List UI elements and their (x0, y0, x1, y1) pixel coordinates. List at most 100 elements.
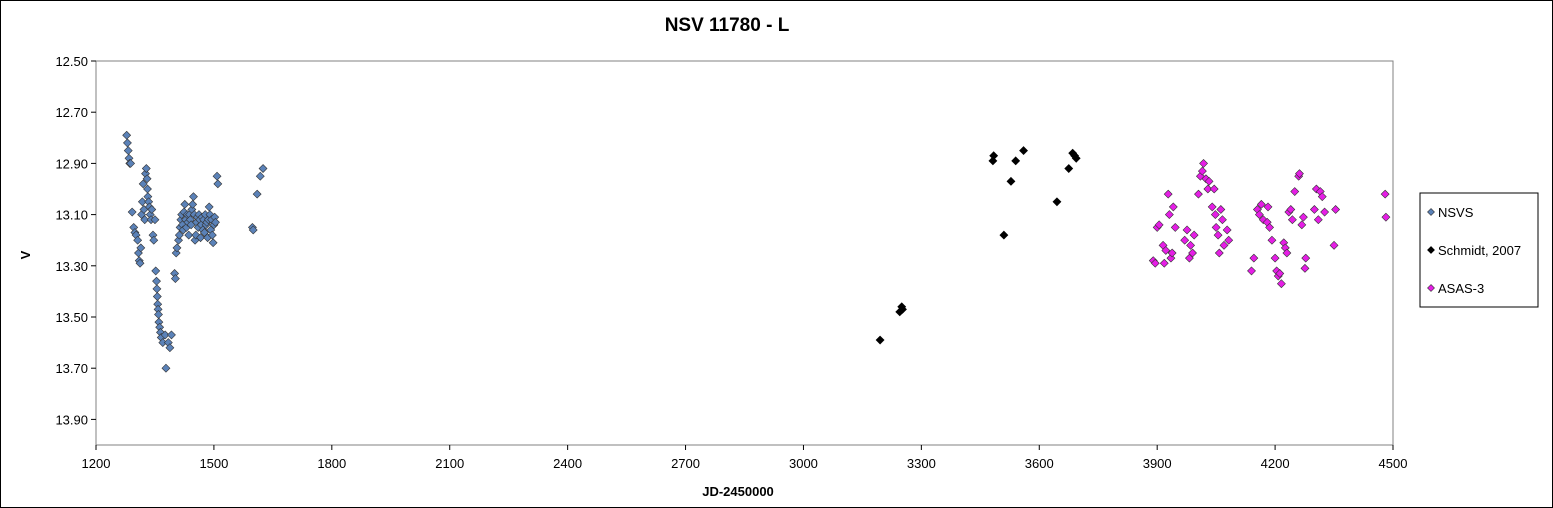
data-point (1214, 248, 1224, 258)
data-point (1150, 258, 1160, 268)
data-point (142, 174, 152, 184)
data-point (126, 158, 136, 168)
plot-area (95, 60, 1394, 446)
data-point (1331, 205, 1341, 214)
data-point (1247, 266, 1256, 276)
x-tick-label: 1500 (199, 456, 228, 471)
legend-entry: Schmidt, 2007 (1438, 243, 1521, 258)
data-point (1381, 212, 1391, 222)
data-point (255, 171, 265, 181)
data-point (1170, 222, 1180, 232)
data-point (1203, 184, 1213, 194)
x-axis-label: JD-2450000 (702, 484, 774, 499)
data-point (1011, 156, 1021, 166)
x-tick-label: 2700 (671, 456, 700, 471)
data-point (1210, 210, 1220, 220)
data-point (1254, 210, 1264, 220)
data-point (1186, 240, 1196, 250)
data-point (188, 199, 198, 209)
data-point (875, 335, 885, 345)
data-point (1154, 220, 1164, 230)
data-point (989, 151, 999, 161)
legend-entry: NSVS (1438, 205, 1474, 220)
data-point (1249, 253, 1259, 263)
y-axis-label: V (18, 250, 33, 259)
data-point (184, 230, 194, 240)
data-point (140, 215, 150, 225)
x-tick-label: 4200 (1261, 456, 1290, 471)
data-point (1213, 230, 1223, 240)
data-point (1275, 269, 1285, 278)
data-point (1263, 202, 1273, 212)
data-point (167, 330, 176, 340)
data-point (1313, 215, 1323, 225)
data-point (1265, 222, 1275, 232)
data-point (147, 205, 157, 214)
x-tick-label: 4500 (1379, 456, 1408, 471)
data-points (122, 130, 1391, 373)
data-point (1276, 279, 1286, 289)
data-point (1180, 235, 1190, 245)
data-point (135, 258, 145, 268)
data-point (141, 164, 151, 173)
data-point (211, 217, 220, 227)
data-point (174, 230, 184, 240)
legend-marker (1427, 246, 1435, 254)
data-point (170, 274, 180, 284)
data-point (1216, 205, 1226, 214)
data-point (1300, 263, 1310, 273)
data-point (213, 179, 223, 189)
data-point (1256, 199, 1266, 209)
data-point (1052, 197, 1062, 207)
x-axis: 1200 1500 1800 2100 2400 2700 3000 3300 3600 3900… (82, 445, 1408, 471)
data-point (1006, 176, 1016, 186)
data-point (1019, 146, 1028, 156)
data-point (1287, 215, 1297, 225)
data-point (1295, 169, 1304, 179)
data-point (252, 189, 262, 199)
series-0 (122, 130, 268, 373)
x-tick-label: 3300 (907, 456, 936, 471)
data-point (1224, 235, 1234, 245)
x-tick-label: 2400 (553, 456, 582, 471)
data-point (1064, 164, 1074, 173)
data-point (1209, 184, 1219, 194)
data-point (1204, 176, 1214, 186)
x-tick-label: 3600 (1025, 456, 1054, 471)
y-tick-label: 13.90 (55, 412, 88, 427)
data-point (1298, 212, 1308, 222)
data-point (1222, 225, 1232, 235)
data-point (1320, 207, 1330, 217)
series-2 (1148, 158, 1391, 289)
data-point (161, 363, 171, 373)
y-tick-label: 13.10 (55, 208, 88, 223)
legend-marker (1427, 284, 1435, 292)
y-tick-label: 12.90 (55, 156, 88, 171)
data-point (1207, 202, 1217, 212)
data-point (1168, 202, 1178, 212)
data-point (212, 171, 222, 181)
data-point (204, 202, 214, 212)
data-point (1195, 171, 1205, 181)
x-tick-label: 2100 (435, 456, 464, 471)
y-tick-label: 13.70 (55, 361, 88, 376)
data-point (1286, 205, 1296, 214)
data-point (172, 243, 182, 253)
y-axis: 12.50 12.70 12.90 13.10 13.30 13.50 13.70 13.90 (55, 54, 96, 427)
data-point (208, 238, 218, 248)
legend-box (1419, 192, 1539, 308)
data-point (1194, 189, 1203, 199)
data-point (1199, 158, 1208, 168)
data-point (180, 199, 190, 209)
data-point (1071, 153, 1081, 163)
data-point (1161, 246, 1171, 255)
y-tick-label: 12.70 (55, 105, 88, 120)
data-point (1270, 253, 1280, 263)
data-point (1329, 240, 1339, 250)
data-point (189, 192, 198, 202)
data-point (898, 304, 907, 314)
data-point (1267, 235, 1277, 245)
series-1 (875, 146, 1081, 345)
